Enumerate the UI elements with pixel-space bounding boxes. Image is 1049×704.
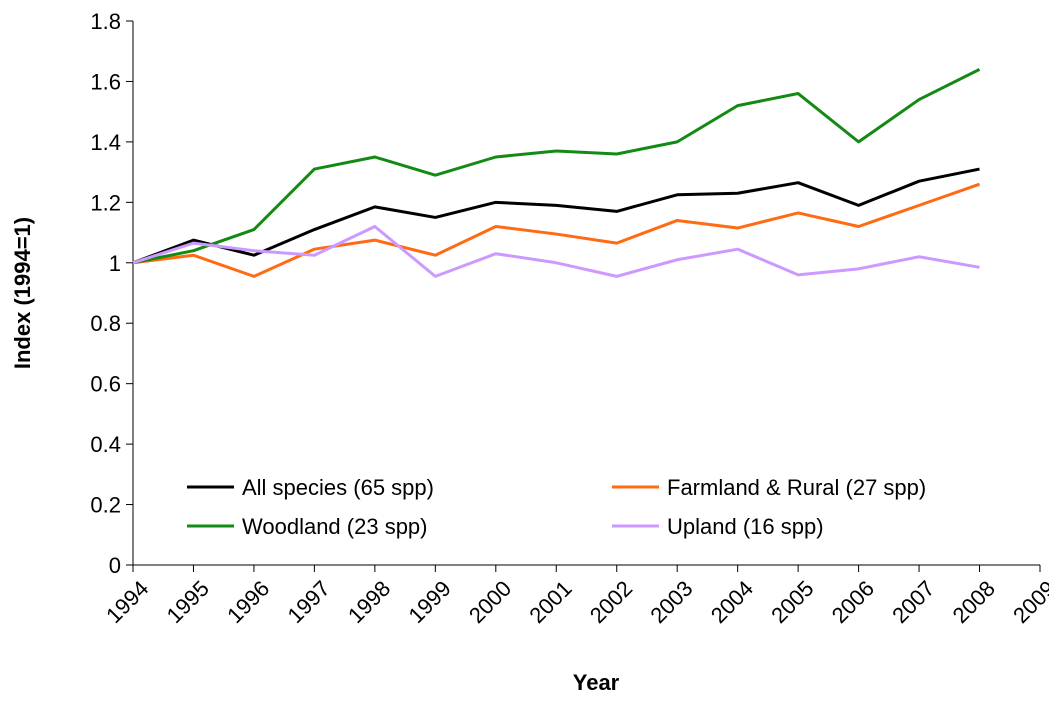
x-tick-label: 2006 — [827, 576, 879, 628]
x-tick-label: 2008 — [948, 576, 1000, 628]
x-tick-label: 1996 — [222, 576, 274, 628]
x-axis-title: Year — [573, 670, 620, 695]
x-tick-label: 2009 — [1008, 576, 1049, 628]
x-tick-label: 2003 — [645, 576, 697, 628]
x-tick-label: 1994 — [101, 576, 153, 628]
x-tick-label: 2001 — [524, 576, 576, 628]
x-tick-label: 1998 — [343, 576, 395, 628]
x-tick-label: 1997 — [283, 576, 335, 628]
y-tick-label: 1 — [109, 251, 121, 276]
legend-label: Woodland (23 spp) — [242, 514, 428, 539]
y-tick-label: 0.4 — [90, 432, 121, 457]
series-line — [132, 225, 980, 278]
y-tick-label: 1.8 — [90, 9, 121, 34]
x-tick-label: 2002 — [585, 576, 637, 628]
series-line — [132, 68, 981, 265]
y-tick-label: 0 — [109, 553, 121, 578]
x-tick-label: 2004 — [706, 576, 758, 628]
y-tick-label: 1.2 — [90, 190, 121, 215]
y-tick-label: 0.6 — [90, 372, 121, 397]
legend-label: Upland (16 spp) — [667, 514, 824, 539]
x-tick-label: 2007 — [887, 576, 939, 628]
x-tick-label: 1999 — [403, 576, 455, 628]
y-tick-label: 0.2 — [90, 493, 121, 518]
y-axis-title: Index (1994=1) — [10, 217, 35, 369]
legend-label: All species (65 spp) — [242, 475, 434, 500]
series-line — [132, 182, 981, 278]
x-tick-label: 2000 — [464, 576, 516, 628]
x-tick-label: 2005 — [766, 576, 818, 628]
series-line — [132, 167, 980, 265]
y-tick-label: 1.4 — [90, 130, 121, 155]
y-tick-label: 0.8 — [90, 311, 121, 336]
y-tick-label: 1.6 — [90, 69, 121, 94]
legend-label: Farmland & Rural (27 spp) — [667, 475, 926, 500]
x-tick-label: 1995 — [162, 576, 214, 628]
